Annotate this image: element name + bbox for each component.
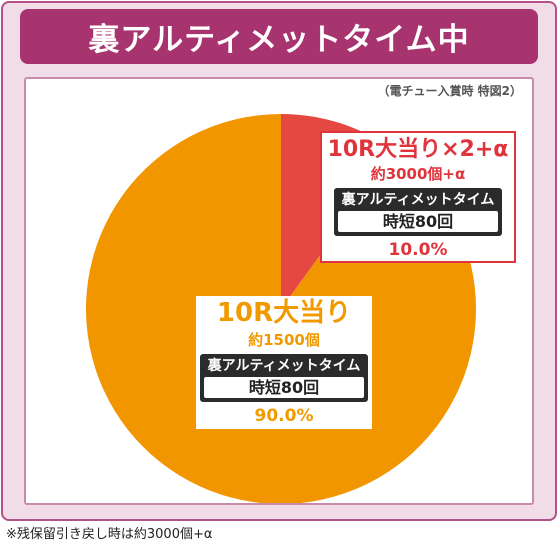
slice-percent: 90.0% [254, 406, 314, 426]
mode-title: 裏アルティメットタイム [207, 358, 361, 374]
slice-percent: 10.0% [388, 240, 448, 260]
slice-label-small: 10R大当り×2+α 約3000個+α 裏アルティメットタイム 時短80回 10… [320, 131, 516, 263]
footnote: ※残保留引き戻し時は約3000個+α [6, 527, 213, 542]
mode-title: 裏アルティメットタイム [341, 192, 495, 208]
slice-payout: 約3000個+α [370, 165, 466, 183]
mode-badge: 裏アルティメットタイム 時短80回 [334, 188, 502, 236]
mode-value: 時短80回 [204, 377, 364, 398]
chart-subtitle: （電チュー入賞時 特図2） [377, 84, 522, 98]
mode-value: 時短80回 [338, 211, 498, 232]
chart-title: 裏アルティメットタイム中 [20, 9, 538, 64]
plot-area: （電チュー入賞時 特図2） 10R大当り×2+α 約3000個+α 裏アルティメ… [24, 77, 534, 505]
slice-label-big: 10R大当り 約1500個 裏アルティメットタイム 時短80回 90.0% [196, 296, 372, 429]
slice-name: 10R大当り [216, 298, 352, 328]
slice-payout: 約1500個 [248, 331, 320, 349]
mode-badge: 裏アルティメットタイム 時短80回 [200, 354, 368, 402]
slice-name: 10R大当り×2+α [327, 137, 509, 162]
